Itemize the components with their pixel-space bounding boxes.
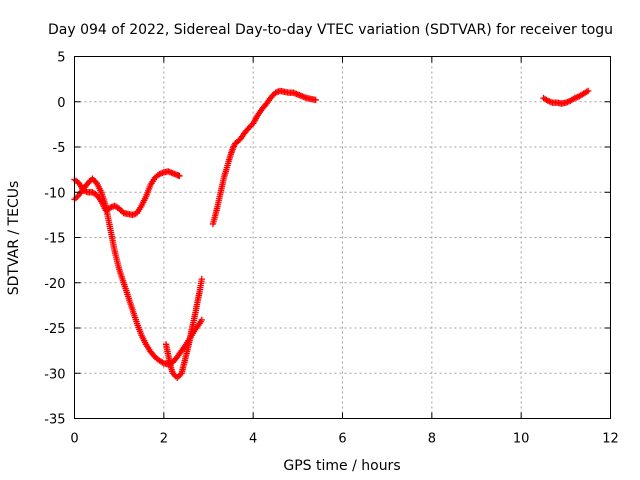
data-point	[584, 87, 592, 95]
y-axis-title: SDTVAR / TECUs	[6, 181, 22, 296]
y-tick-label: -25	[44, 322, 65, 337]
data-marks	[71, 87, 592, 381]
data-point	[198, 275, 205, 283]
data-point	[198, 316, 205, 324]
data-point	[72, 194, 80, 202]
series-1	[71, 168, 183, 219]
x-tick-label: 4	[249, 432, 257, 447]
y-tick-label: -5	[53, 141, 66, 156]
x-tick-label: 8	[428, 432, 436, 447]
x-tick-label: 2	[160, 432, 168, 447]
x-tick-label: 12	[602, 432, 619, 447]
y-tick-labels: 5 0 -5 -10 -15 -20 -25 -30 -35	[44, 51, 65, 428]
data-point	[90, 176, 98, 184]
data-point	[175, 373, 182, 380]
x-tick-label: 10	[513, 432, 530, 447]
y-tick-label: -20	[44, 277, 65, 292]
y-tick-label: -30	[44, 367, 65, 382]
x-axis-title: GPS time / hours	[283, 458, 400, 474]
data-point	[176, 172, 183, 180]
series-3	[162, 275, 205, 381]
data-point	[312, 96, 319, 104]
data-point	[89, 175, 96, 182]
y-tick-label: 0	[57, 96, 65, 111]
y-tick-label: -35	[44, 413, 65, 428]
data-point	[174, 374, 181, 381]
axis-ticks	[74, 56, 611, 419]
series-5	[540, 87, 592, 107]
series-4	[209, 87, 319, 228]
x-tick-label: 0	[70, 432, 78, 447]
grid	[74, 56, 611, 419]
series-2	[71, 175, 205, 368]
chart-title: Day 094 of 2022, Sidereal Day-to-day VTE…	[48, 22, 613, 38]
y-tick-label: 5	[57, 51, 65, 66]
y-tick-label: -15	[44, 232, 65, 247]
y-tick-label: -10	[44, 186, 65, 201]
x-tick-label: 6	[338, 432, 346, 447]
x-tick-labels: 0 2 4 6 8 10 12	[70, 432, 618, 447]
